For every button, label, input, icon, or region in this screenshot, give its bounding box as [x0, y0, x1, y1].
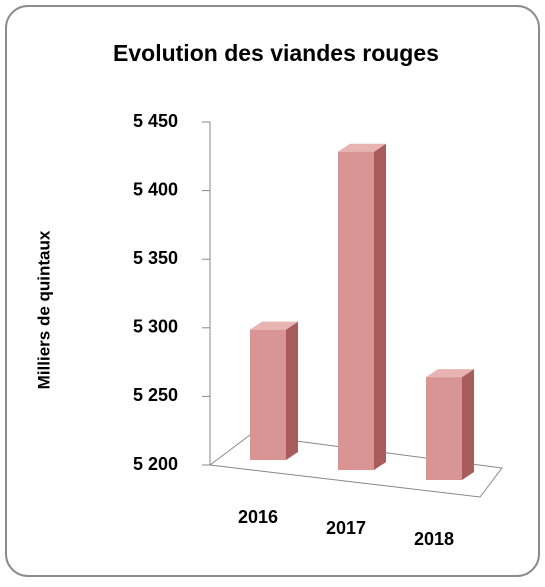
x-tick-label: 2017 — [326, 518, 366, 538]
bar-side — [462, 369, 474, 480]
y-tick-label: 5 300 — [133, 317, 178, 337]
bar — [426, 377, 462, 480]
bar — [250, 329, 286, 460]
floor — [208, 434, 503, 498]
bar-side — [374, 143, 386, 471]
y-tick-label: 5 450 — [133, 111, 178, 131]
bar-top — [338, 143, 386, 152]
y-tick-label: 5 350 — [133, 248, 178, 268]
y-tick-label: 5 250 — [133, 385, 178, 405]
chart-title: Evolution des viandes rouges — [113, 40, 439, 66]
bar — [338, 151, 374, 471]
chart-frame — [5, 5, 540, 577]
x-tick-label: 2016 — [238, 507, 278, 527]
x-tick-label: 2018 — [414, 529, 454, 549]
bar-top — [250, 321, 298, 330]
bar-side — [286, 321, 298, 460]
bar-top — [426, 369, 474, 378]
y-axis-label: Milliers de quintaux — [34, 230, 53, 389]
y-tick-label: 5 400 — [133, 179, 178, 199]
plot: 5 200 5 250 5 300 5 350 5 400 5 450 2016 2017 20… — [133, 111, 503, 549]
y-tick-label: 5 200 — [133, 454, 178, 474]
